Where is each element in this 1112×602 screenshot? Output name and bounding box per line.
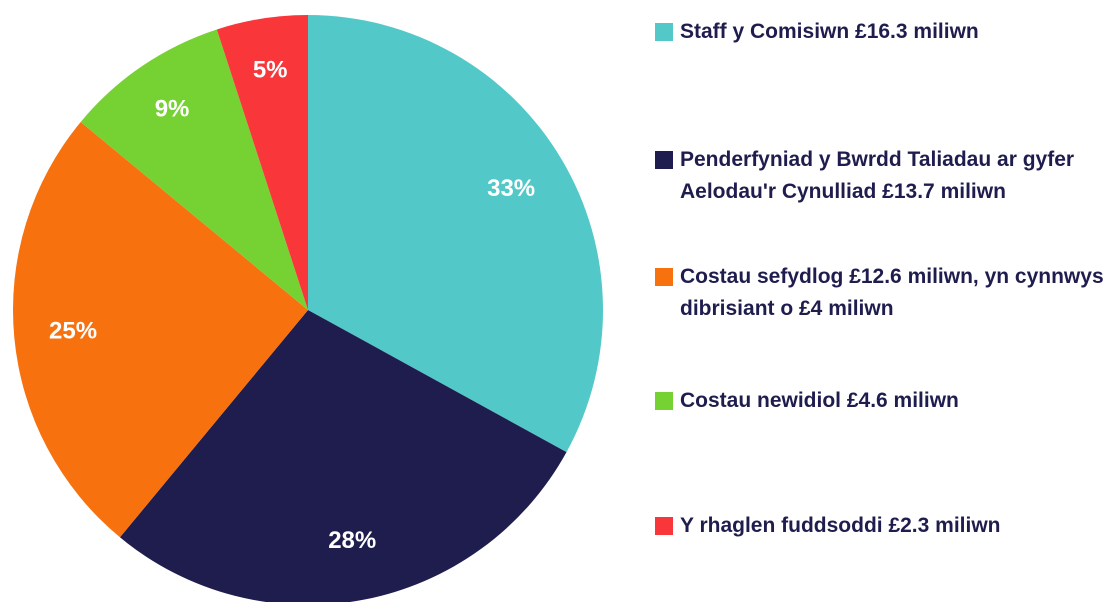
legend-label: Staff y Comisiwn £16.3 miliwn bbox=[680, 20, 979, 43]
legend-swatch bbox=[655, 392, 673, 410]
legend-item: Costau newidiol £4.6 miliwn bbox=[655, 385, 1105, 417]
pie-slice bbox=[13, 121, 309, 538]
data-label: 5% bbox=[253, 56, 288, 83]
pie-slice bbox=[80, 29, 308, 311]
pie-chart: 33% 28% 25% 9% 5% bbox=[13, 15, 604, 602]
pie-slice bbox=[216, 15, 308, 310]
legend-swatch bbox=[655, 151, 673, 169]
data-label: 9% bbox=[155, 95, 190, 122]
legend-label: Costau sefydlog £12.6 miliwn, yn cynnwys… bbox=[680, 265, 1104, 320]
legend-label: Penderfyniad y Bwrdd Taliadau ar gyfer A… bbox=[680, 148, 1075, 203]
legend-item: Y rhaglen fuddsoddi £2.3 miliwn bbox=[655, 510, 1105, 542]
legend-item: Penderfyniad y Bwrdd Taliadau ar gyfer A… bbox=[655, 144, 1105, 208]
data-label: 33% bbox=[487, 175, 535, 202]
legend-swatch bbox=[655, 23, 673, 41]
data-label: 28% bbox=[328, 527, 376, 554]
pie-slice bbox=[119, 310, 567, 602]
legend-label: Costau newidiol £4.6 miliwn bbox=[680, 389, 959, 412]
legend-swatch bbox=[655, 517, 673, 535]
legend-swatch bbox=[655, 268, 673, 286]
legend-label: Y rhaglen fuddsoddi £2.3 miliwn bbox=[680, 514, 1001, 537]
data-label: 25% bbox=[49, 318, 97, 345]
legend-item: Costau sefydlog £12.6 miliwn, yn cynnwys… bbox=[655, 261, 1105, 325]
pie-slice bbox=[308, 15, 604, 453]
legend-item: Staff y Comisiwn £16.3 miliwn bbox=[655, 16, 1105, 48]
